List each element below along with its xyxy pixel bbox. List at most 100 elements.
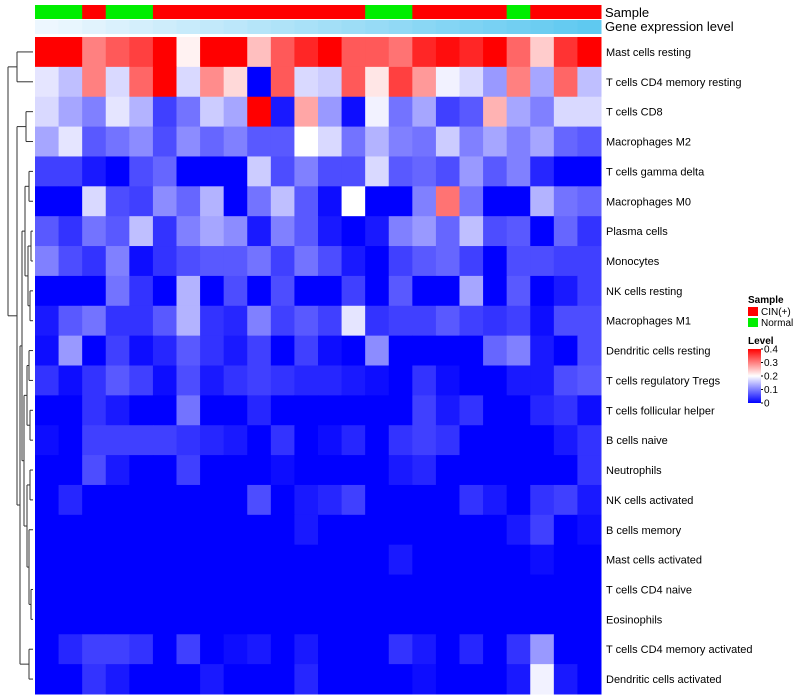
heatmap-cell: [435, 156, 460, 187]
heatmap-cell: [459, 425, 484, 456]
legend-level-tick-label: 0.2: [764, 372, 778, 383]
heatmap-cell: [247, 275, 272, 307]
heatmap-cell: [58, 604, 83, 635]
heatmap-cell: [294, 335, 319, 366]
sample-annotation-cell: [58, 5, 83, 19]
legend-sample-title: Sample: [748, 295, 784, 306]
heatmap-cell: [82, 395, 107, 426]
heatmap-cell: [530, 96, 555, 128]
heatmap-cell: [318, 544, 343, 576]
row-label: T cells CD4 memory activated: [606, 644, 753, 656]
heatmap-cell: [553, 305, 578, 337]
heatmap-cell: [247, 335, 272, 366]
heatmap-cell: [223, 275, 248, 307]
heatmap-cell: [577, 246, 602, 277]
heatmap-cell: [553, 574, 578, 605]
heatmap-cell: [129, 425, 154, 456]
legend: Sample CIN(+) Normal Level 0.4 0.3 0.2 0.1 0: [748, 295, 793, 410]
heatmap-cell: [58, 246, 83, 277]
row-label: T cells gamma delta: [606, 166, 705, 178]
row-label: Mast cells activated: [606, 555, 702, 567]
heatmap-cell: [129, 455, 154, 486]
heatmap-cell: [506, 335, 531, 366]
heatmap-cell: [318, 37, 343, 68]
legend-level-tick-label: 0.4: [764, 345, 778, 356]
expression-annotation-cell: [341, 20, 366, 34]
heatmap-cell: [483, 216, 508, 247]
row-label: T cells regulatory Tregs: [606, 375, 721, 387]
heatmap-cell: [318, 395, 343, 426]
row-label: Dendritic cells activated: [606, 674, 722, 686]
row-label: Monocytes: [606, 256, 660, 268]
heatmap-cell: [247, 96, 272, 128]
heatmap-cell: [530, 335, 555, 366]
heatmap-cell: [483, 275, 508, 307]
heatmap-cell: [270, 37, 295, 68]
heatmap-cell: [58, 275, 83, 307]
heatmap-cell: [577, 305, 602, 337]
heatmap-cell: [483, 96, 508, 128]
heatmap-cell: [200, 604, 225, 635]
heatmap-cell: [483, 365, 508, 396]
heatmap-cell: [365, 634, 390, 665]
heatmap-cell: [388, 484, 413, 516]
heatmap-cell: [506, 604, 531, 635]
heatmap-cell: [435, 246, 460, 277]
heatmap-cell: [459, 455, 484, 486]
heatmap-cell: [365, 514, 390, 546]
heatmap-cell: [294, 275, 319, 307]
heatmap-cell: [553, 186, 578, 217]
gene-expression-annotation-label: Gene expression level: [605, 19, 734, 34]
heatmap-cell: [223, 514, 248, 546]
heatmap-cell: [388, 246, 413, 277]
heatmap-cell: [270, 156, 295, 187]
heatmap-cell: [435, 634, 460, 665]
sample-annotation-cell: [553, 5, 578, 19]
heatmap-cell: [270, 664, 295, 695]
heatmap-cell: [82, 425, 107, 456]
heatmap-cell: [200, 275, 225, 307]
heatmap-cell: [58, 37, 83, 68]
expression-annotation-cell: [318, 20, 343, 34]
heatmap-cell: [129, 275, 154, 307]
heatmap-cell: [270, 246, 295, 277]
heatmap-cell: [318, 425, 343, 456]
expression-annotation-cell: [82, 20, 107, 34]
row-label: T cells CD8: [606, 107, 663, 119]
heatmap-cell: [388, 514, 413, 546]
heatmap-cell: [223, 664, 248, 695]
sample-annotation-cell: [577, 5, 602, 19]
heatmap-cell: [435, 604, 460, 635]
heatmap-cell: [58, 574, 83, 605]
heatmap-cell: [388, 365, 413, 396]
expression-annotation-cell: [577, 20, 602, 34]
heatmap-cell: [506, 425, 531, 456]
heatmap-cell: [200, 126, 225, 157]
heatmap-cell: [318, 156, 343, 187]
heatmap-cell: [483, 335, 508, 366]
heatmap-cell: [412, 66, 437, 98]
heatmap-cell: [435, 37, 460, 68]
heatmap-cell: [553, 664, 578, 695]
heatmap-cell: [506, 186, 531, 217]
heatmap-cell: [58, 96, 83, 128]
heatmap-cell: [459, 335, 484, 366]
heatmap-cell: [412, 126, 437, 157]
heatmap-cell: [412, 664, 437, 695]
expression-annotation-cell: [365, 20, 390, 34]
heatmap-cell: [365, 305, 390, 337]
heatmap-cell: [341, 335, 366, 366]
heatmap-cell: [223, 484, 248, 516]
heatmap-cell: [530, 425, 555, 456]
heatmap-cell: [506, 96, 531, 128]
heatmap-cell: [318, 514, 343, 546]
heatmap-cell: [58, 634, 83, 665]
heatmap-cell: [388, 66, 413, 98]
sample-annotation-cell: [247, 5, 272, 19]
heatmap-cell: [82, 335, 107, 366]
heatmap-cell: [530, 37, 555, 68]
heatmap-cell: [365, 156, 390, 187]
heatmap-cell: [176, 484, 201, 516]
sample-annotation-cell: [435, 5, 460, 19]
